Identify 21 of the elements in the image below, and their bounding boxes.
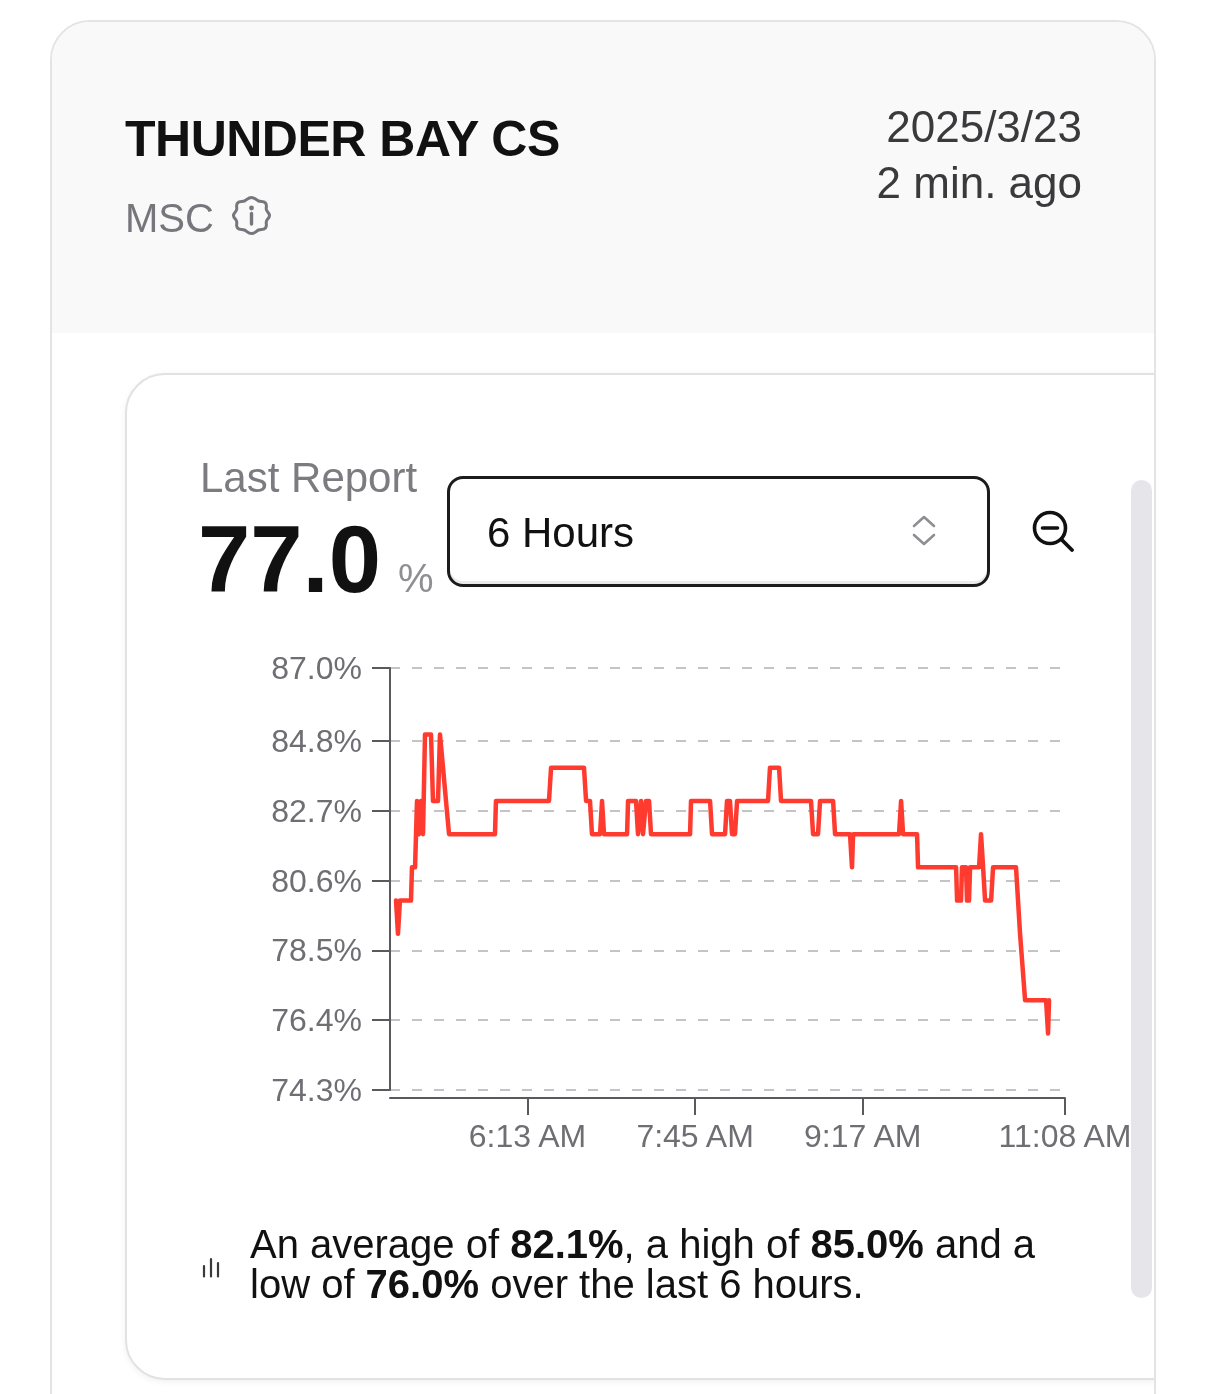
text: 6 Hours [487,509,635,558]
text: % [398,555,434,601]
y-tick-label: 76.4% [271,1002,362,1039]
text: 77.0 [198,506,381,614]
text: Last Report [200,454,418,503]
chart-subtitle: MSC [125,195,214,241]
line-series [393,732,1052,1036]
x-tick-label: 9:17 AM [804,1118,922,1154]
y-tick-label: 80.6% [271,862,362,899]
text: An average of 82.1%, a high of 85.0% and a low of 76.0% over the last 6 hours. [250,1222,1036,1306]
y-tick-label: 78.5% [271,932,362,969]
y-tick-label: 82.7% [271,792,362,829]
x-tick-label: 11:08 AM [998,1118,1132,1154]
x-tick-label: 6:13 AM [468,1118,587,1154]
y-tick-label: 87.0% [271,650,362,686]
text: 2025/3/23 [886,102,1082,153]
chart-title: THUNDER BAY CS [125,111,560,169]
y-tick-label: 84.8% [271,723,362,760]
y-tick-label: 74.3% [271,1072,362,1108]
x-tick-label: 7:45 AM [636,1118,754,1154]
text: 2 min. ago [876,158,1082,209]
